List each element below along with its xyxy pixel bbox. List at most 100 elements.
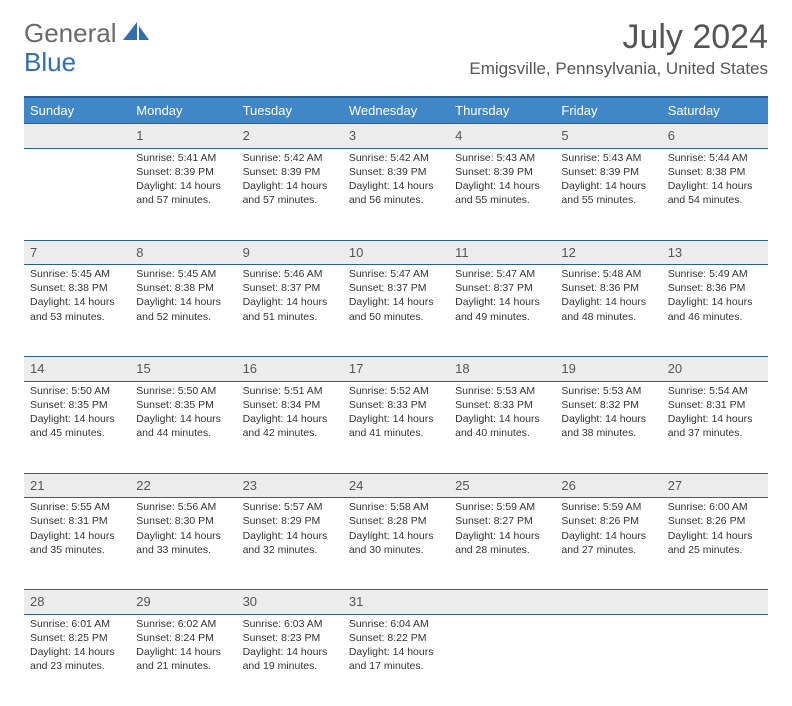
day-header: Thursday <box>449 97 555 124</box>
day-info-line: Daylight: 14 hours <box>30 645 124 659</box>
day-number-cell: 18 <box>449 357 555 382</box>
day-content: Sunrise: 5:41 AMSunset: 8:39 PMDaylight:… <box>130 149 236 214</box>
day-info-line: Daylight: 14 hours <box>136 179 230 193</box>
day-info-line: Sunrise: 6:00 AM <box>668 500 762 514</box>
day-info-line: Sunrise: 6:04 AM <box>349 617 443 631</box>
day-info-line: Sunset: 8:35 PM <box>30 398 124 412</box>
day-info-line: and 50 minutes. <box>349 310 443 324</box>
day-info-line: Daylight: 14 hours <box>668 412 762 426</box>
day-number-cell: 30 <box>237 590 343 615</box>
day-number-cell: 13 <box>662 240 768 265</box>
day-info-line: Sunset: 8:37 PM <box>455 281 549 295</box>
day-cell: Sunrise: 5:41 AMSunset: 8:39 PMDaylight:… <box>130 148 236 240</box>
day-info-line: and 25 minutes. <box>668 543 762 557</box>
day-info-line: Daylight: 14 hours <box>243 645 337 659</box>
calendar-table: SundayMondayTuesdayWednesdayThursdayFrid… <box>24 96 768 706</box>
day-info-line: Sunset: 8:31 PM <box>668 398 762 412</box>
day-cell: Sunrise: 5:52 AMSunset: 8:33 PMDaylight:… <box>343 381 449 473</box>
day-info-line: Sunrise: 5:50 AM <box>136 384 230 398</box>
day-cell <box>24 148 130 240</box>
day-cell: Sunrise: 5:59 AMSunset: 8:26 PMDaylight:… <box>555 498 661 590</box>
day-info-line: and 57 minutes. <box>243 193 337 207</box>
day-info-line: Sunset: 8:29 PM <box>243 514 337 528</box>
day-cell: Sunrise: 5:51 AMSunset: 8:34 PMDaylight:… <box>237 381 343 473</box>
day-content: Sunrise: 5:47 AMSunset: 8:37 PMDaylight:… <box>449 265 555 330</box>
day-number-row: 14151617181920 <box>24 357 768 382</box>
day-content: Sunrise: 5:42 AMSunset: 8:39 PMDaylight:… <box>343 149 449 214</box>
day-info-line: Sunset: 8:33 PM <box>349 398 443 412</box>
day-info-line: Sunrise: 5:41 AM <box>136 151 230 165</box>
day-number-cell: 16 <box>237 357 343 382</box>
day-info-line: and 51 minutes. <box>243 310 337 324</box>
day-info-line: Sunrise: 5:42 AM <box>349 151 443 165</box>
day-info-line: Sunset: 8:27 PM <box>455 514 549 528</box>
day-cell: Sunrise: 5:43 AMSunset: 8:39 PMDaylight:… <box>555 148 661 240</box>
day-info-line: Sunrise: 5:49 AM <box>668 267 762 281</box>
day-cell: Sunrise: 5:45 AMSunset: 8:38 PMDaylight:… <box>24 265 130 357</box>
day-content: Sunrise: 5:50 AMSunset: 8:35 PMDaylight:… <box>130 382 236 447</box>
day-info-line: and 23 minutes. <box>30 659 124 673</box>
day-cell: Sunrise: 5:48 AMSunset: 8:36 PMDaylight:… <box>555 265 661 357</box>
day-info-line: Daylight: 14 hours <box>30 412 124 426</box>
day-info-line: and 32 minutes. <box>243 543 337 557</box>
day-number-cell: 6 <box>662 124 768 149</box>
day-cell: Sunrise: 5:55 AMSunset: 8:31 PMDaylight:… <box>24 498 130 590</box>
day-number-row: 28293031 <box>24 590 768 615</box>
day-cell: Sunrise: 5:47 AMSunset: 8:37 PMDaylight:… <box>449 265 555 357</box>
day-number-row: 78910111213 <box>24 240 768 265</box>
day-info-line: Sunrise: 5:51 AM <box>243 384 337 398</box>
day-info-line: Sunset: 8:39 PM <box>561 165 655 179</box>
day-info-line: Sunset: 8:36 PM <box>668 281 762 295</box>
day-info-line: and 37 minutes. <box>668 426 762 440</box>
day-info-line: Daylight: 14 hours <box>561 412 655 426</box>
day-content: Sunrise: 5:48 AMSunset: 8:36 PMDaylight:… <box>555 265 661 330</box>
day-cell: Sunrise: 5:42 AMSunset: 8:39 PMDaylight:… <box>343 148 449 240</box>
day-info-line: Sunset: 8:25 PM <box>30 631 124 645</box>
day-info-line: Sunset: 8:36 PM <box>561 281 655 295</box>
day-info-line: Daylight: 14 hours <box>349 179 443 193</box>
day-info-line: Sunset: 8:30 PM <box>136 514 230 528</box>
day-number-cell: 12 <box>555 240 661 265</box>
day-content: Sunrise: 5:49 AMSunset: 8:36 PMDaylight:… <box>662 265 768 330</box>
day-cell: Sunrise: 5:57 AMSunset: 8:29 PMDaylight:… <box>237 498 343 590</box>
day-info-line: Sunset: 8:24 PM <box>136 631 230 645</box>
day-content: Sunrise: 6:00 AMSunset: 8:26 PMDaylight:… <box>662 498 768 563</box>
day-content: Sunrise: 5:47 AMSunset: 8:37 PMDaylight:… <box>343 265 449 330</box>
day-info-line: Sunrise: 5:52 AM <box>349 384 443 398</box>
day-cell: Sunrise: 5:43 AMSunset: 8:39 PMDaylight:… <box>449 148 555 240</box>
day-cell <box>555 614 661 706</box>
day-content: Sunrise: 5:44 AMSunset: 8:38 PMDaylight:… <box>662 149 768 214</box>
day-info-line: Sunrise: 5:57 AM <box>243 500 337 514</box>
day-info-line: Sunset: 8:38 PM <box>668 165 762 179</box>
day-cell: Sunrise: 5:44 AMSunset: 8:38 PMDaylight:… <box>662 148 768 240</box>
day-number-cell: 28 <box>24 590 130 615</box>
day-info-line: Daylight: 14 hours <box>243 529 337 543</box>
day-info-line: Sunrise: 5:58 AM <box>349 500 443 514</box>
day-number-cell: 22 <box>130 473 236 498</box>
day-cell: Sunrise: 5:59 AMSunset: 8:27 PMDaylight:… <box>449 498 555 590</box>
day-info-line: and 28 minutes. <box>455 543 549 557</box>
day-info-line: Sunset: 8:35 PM <box>136 398 230 412</box>
day-number-cell: 1 <box>130 124 236 149</box>
day-info-line: and 54 minutes. <box>668 193 762 207</box>
day-info-line: Sunset: 8:33 PM <box>455 398 549 412</box>
day-number-cell <box>662 590 768 615</box>
day-info-line: Sunset: 8:28 PM <box>349 514 443 528</box>
day-info-line: Daylight: 14 hours <box>349 412 443 426</box>
day-info-line: and 38 minutes. <box>561 426 655 440</box>
day-info-line: Sunrise: 5:48 AM <box>561 267 655 281</box>
day-number-cell: 15 <box>130 357 236 382</box>
day-header: Wednesday <box>343 97 449 124</box>
week-content-row: Sunrise: 5:50 AMSunset: 8:35 PMDaylight:… <box>24 381 768 473</box>
day-info-line: Sunrise: 5:59 AM <box>455 500 549 514</box>
day-content: Sunrise: 5:59 AMSunset: 8:26 PMDaylight:… <box>555 498 661 563</box>
day-number-cell: 14 <box>24 357 130 382</box>
day-info-line: Daylight: 14 hours <box>349 295 443 309</box>
day-info-line: Daylight: 14 hours <box>349 529 443 543</box>
day-number-cell: 21 <box>24 473 130 498</box>
day-content: Sunrise: 5:46 AMSunset: 8:37 PMDaylight:… <box>237 265 343 330</box>
day-cell: Sunrise: 5:56 AMSunset: 8:30 PMDaylight:… <box>130 498 236 590</box>
day-info-line: Sunset: 8:31 PM <box>30 514 124 528</box>
day-info-line: and 55 minutes. <box>561 193 655 207</box>
day-info-line: Sunrise: 5:43 AM <box>455 151 549 165</box>
